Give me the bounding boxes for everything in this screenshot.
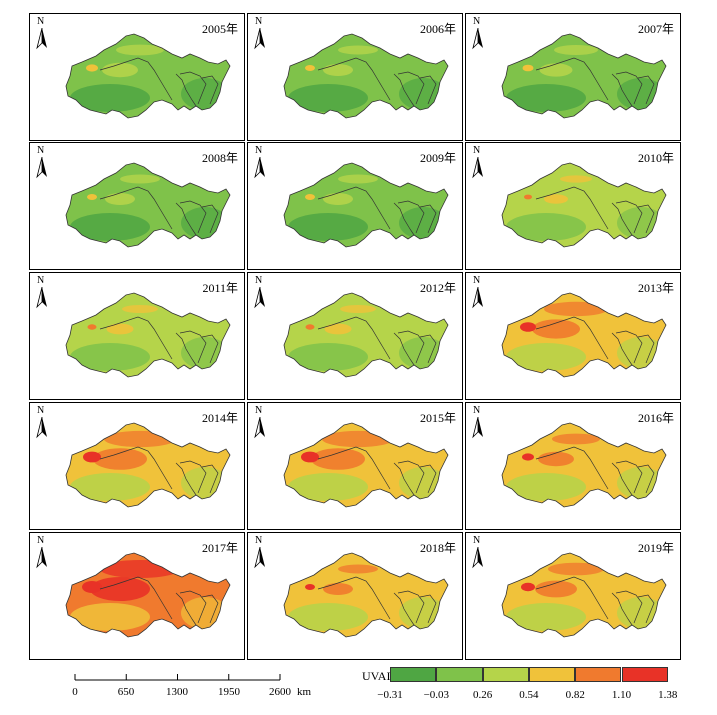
legend-tick-label: 1.10 [611,689,632,701]
north-arrow-icon: N [471,406,487,440]
map-panel: N 2019年 [465,532,681,660]
region-map [65,422,231,508]
legend-title: UVAI [362,669,391,683]
year-label: 2012年 [419,281,456,295]
map-panel: N 2015年 [247,402,463,530]
map-panel: N 2010年 [465,142,681,270]
scale-tick-650: 650 [117,686,135,698]
scale-tick-0: 0 [72,686,78,698]
color-legend: UVAI −0.31 −0.03 0.26 0.54 0.82 1.10 1.38 [362,665,692,713]
map-panel: N 2005年 [29,13,245,141]
north-label: N [473,145,481,156]
map-panel: N 2008年 [29,142,245,270]
legend-tick-label: 0.54 [519,689,539,701]
map-panel: N 2018年 [247,532,463,660]
year-label: 2005年 [201,22,238,36]
legend-swatch [575,667,622,682]
north-label: N [255,535,263,546]
region-map [501,33,667,119]
north-label: N [37,535,45,546]
region-map [283,422,449,508]
legend-tick-label: −0.31 [377,689,403,701]
map-panel: N 2013年 [465,272,681,400]
year-label: 2008年 [201,151,238,165]
region-map [501,162,667,248]
legend-swatch [436,667,483,682]
north-arrow-icon: N [253,406,269,440]
north-label: N [255,405,263,416]
north-label: N [37,405,45,416]
map-panel: N 2006年 [247,13,463,141]
legend-tick-label: −0.03 [423,689,450,701]
north-arrow-icon: N [35,146,51,180]
north-arrow-icon: N [471,17,487,51]
north-arrow-icon: N [471,146,487,180]
north-label: N [37,275,45,286]
year-label: 2018年 [419,541,456,555]
scale-unit: km [296,686,312,698]
map-panel: N 2014年 [29,402,245,530]
legend-swatch [528,667,576,682]
north-arrow-icon: N [253,536,269,570]
year-label: 2019年 [637,541,674,555]
north-arrow-icon: N [253,17,269,51]
north-arrow-icon: N [35,276,51,310]
region-map [283,292,449,378]
year-label: 2006年 [419,22,456,36]
north-label: N [37,145,45,156]
north-arrow-icon: N [471,276,487,310]
legend-swatch [621,667,668,682]
north-label: N [473,405,481,416]
north-label: N [473,275,481,286]
north-label: N [37,16,45,27]
scale-tick-1950: 1950 [218,686,240,698]
map-panel: N 2012年 [247,272,463,400]
north-arrow-icon: N [35,536,51,570]
map-panel: N 2007年 [465,13,681,141]
year-label: 2011年 [202,281,238,295]
region-map [65,552,231,638]
legend-tick-label: 1.38 [658,689,678,701]
region-map [283,33,449,119]
north-arrow-icon: N [253,146,269,180]
region-map [283,552,449,638]
legend-swatch [390,667,437,682]
north-label: N [255,16,263,27]
north-arrow-icon: N [35,17,51,51]
region-map [501,552,667,638]
scale-bar: 0 650 1300 1950 2600 km [60,666,320,711]
north-label: N [255,145,263,156]
map-panel: N 2017年 [29,532,245,660]
region-map [65,33,231,119]
year-label: 2013年 [637,281,674,295]
legend-tick-label: 0.82 [565,689,585,701]
region-map [65,162,231,248]
year-label: 2015年 [419,411,456,425]
year-label: 2017年 [201,541,238,555]
legend-swatch [482,667,529,682]
year-label: 2016年 [637,411,674,425]
north-label: N [473,16,481,27]
year-label: 2007年 [637,22,674,36]
scale-bar-line [74,674,281,681]
region-map [65,292,231,378]
region-map [283,162,449,248]
region-map [501,292,667,378]
scale-tick-1300: 1300 [166,686,188,698]
north-arrow-icon: N [253,276,269,310]
year-label: 2009年 [419,151,456,165]
map-panel: N 2009年 [247,142,463,270]
region-map [501,422,667,508]
north-label: N [473,535,481,546]
north-arrow-icon: N [471,536,487,570]
map-panel: N 2011年 [29,272,245,400]
north-label: N [255,275,263,286]
north-arrow-icon: N [35,406,51,440]
legend-tick-label: 0.26 [472,689,493,701]
map-panel: N 2016年 [465,402,681,530]
year-label: 2010年 [637,151,674,165]
scale-tick-2600: 2600 [269,686,291,698]
year-label: 2014年 [201,411,238,425]
